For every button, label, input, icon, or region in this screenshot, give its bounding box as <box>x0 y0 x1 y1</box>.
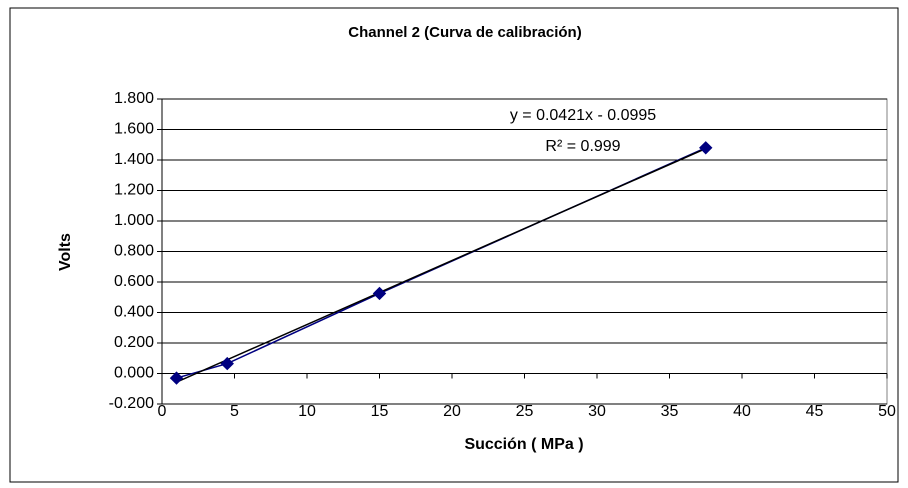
x-tick-label: 40 <box>733 403 751 420</box>
x-tick-label: 5 <box>230 403 239 420</box>
x-tick-label: 10 <box>298 403 316 420</box>
x-tick-label: 30 <box>588 403 606 420</box>
y-tick-label: 0.400 <box>114 304 154 321</box>
x-tick-label: 25 <box>516 403 534 420</box>
data-point <box>372 286 387 301</box>
y-tick-label: 0.000 <box>114 365 154 382</box>
data-point <box>169 371 184 385</box>
y-tick-label: 1.200 <box>114 182 154 199</box>
y-tick-label: 1.600 <box>114 121 154 138</box>
y-tick-label: 0.800 <box>114 243 154 260</box>
y-tick-label: -0.200 <box>109 395 154 412</box>
data-point <box>699 141 713 155</box>
y-axis-label: Volts <box>57 233 74 271</box>
trend-equation: y = 0.0421x - 0.0995 <box>510 107 656 124</box>
x-tick-label: 15 <box>371 403 389 420</box>
y-tick-label: 0.600 <box>114 273 154 290</box>
x-tick-label: 35 <box>661 403 679 420</box>
x-tick-label: 20 <box>443 403 461 420</box>
y-tick-label: 0.200 <box>114 334 154 351</box>
y-tick-label: 1.400 <box>114 151 154 168</box>
x-tick-label: 0 <box>158 403 167 420</box>
x-tick-label: 45 <box>806 403 824 420</box>
x-tick-label: 50 <box>878 403 896 420</box>
trendline <box>176 147 707 383</box>
x-axis-label: Succión ( MPa ) <box>464 436 583 453</box>
r-squared: R² = 0.999 <box>545 138 620 155</box>
chart-title: Channel 2 (Curva de calibración) <box>348 24 581 41</box>
data-point <box>220 356 234 371</box>
y-tick-label: 1.000 <box>114 212 154 229</box>
y-tick-label: 1.800 <box>114 90 154 107</box>
